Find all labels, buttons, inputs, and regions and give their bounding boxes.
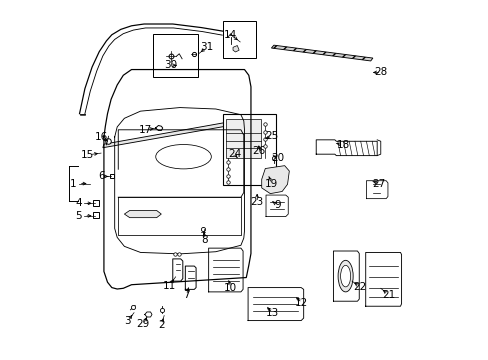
Text: 1: 1 [70,179,76,189]
Text: 19: 19 [264,179,278,189]
Polygon shape [233,45,239,52]
Text: 9: 9 [274,200,280,210]
Text: 12: 12 [295,298,308,308]
Bar [223,22,255,58]
Text: 26: 26 [252,146,265,156]
Text: 27: 27 [371,179,385,189]
Text: 3: 3 [124,316,131,325]
Text: 31: 31 [200,42,213,52]
Text: 10: 10 [224,283,237,293]
Text: 28: 28 [373,67,386,77]
Ellipse shape [155,144,211,169]
Text: 15: 15 [81,150,94,160]
Bar [223,114,276,185]
Text: 8: 8 [201,235,207,245]
Polygon shape [124,211,161,218]
Text: 24: 24 [227,149,241,159]
Text: 25: 25 [264,131,278,141]
Text: 14: 14 [224,30,237,40]
Text: 21: 21 [381,290,394,300]
Text: 29: 29 [137,319,150,329]
Polygon shape [271,45,372,61]
Ellipse shape [340,265,350,287]
Text: 16: 16 [94,132,107,142]
Ellipse shape [337,260,352,292]
Text: 20: 20 [270,153,284,163]
Text: 5: 5 [75,211,82,221]
Bar [153,34,198,77]
Text: 30: 30 [164,60,177,70]
Bar [225,119,261,158]
Text: 17: 17 [139,125,152,135]
Polygon shape [102,123,225,148]
Text: 4: 4 [75,198,82,208]
Text: 23: 23 [250,197,263,207]
Polygon shape [261,166,289,194]
Text: 18: 18 [336,140,349,150]
Text: 6: 6 [98,171,105,181]
Text: 7: 7 [183,291,189,301]
Text: 2: 2 [158,320,164,330]
Text: 22: 22 [353,282,366,292]
Text: 13: 13 [265,308,279,318]
Text: 11: 11 [162,281,176,291]
